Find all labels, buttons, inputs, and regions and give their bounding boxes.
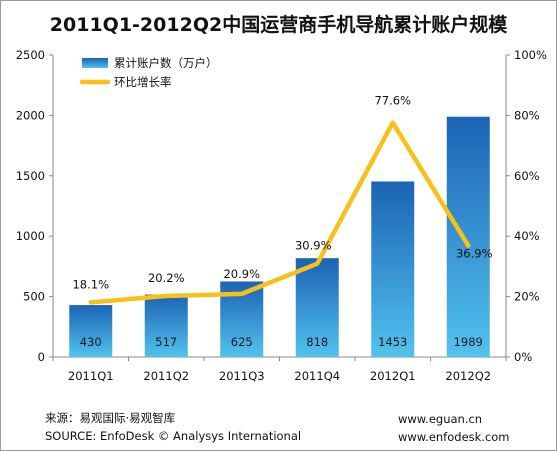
source-en: SOURCE: EnfoDesk © Analysys Internationa…: [45, 429, 302, 443]
url-block: www.eguan.cn www.enfodesk.com: [398, 410, 510, 446]
y-right-tick-label: 20%: [514, 290, 540, 304]
y-left-tick-label: 1000: [16, 229, 45, 243]
line-value-label: 77.6%: [374, 94, 411, 108]
x-tick-label: 2011Q3: [219, 369, 265, 383]
y-left-tick-label: 500: [23, 290, 45, 304]
y-right-tick-label: 40%: [514, 229, 540, 243]
line-value-label: 20.9%: [223, 267, 260, 281]
bar-value-label: 430: [80, 335, 102, 349]
x-tick-label: 2012Q1: [370, 369, 416, 383]
y-right-tick-label: 0%: [514, 350, 532, 364]
y-left-tick-label: 2500: [16, 48, 45, 62]
bar: [446, 116, 490, 358]
bar: [371, 181, 415, 357]
y-left-tick-label: 1500: [16, 169, 45, 183]
bar: [295, 258, 339, 357]
growth-rate-line: [88, 120, 471, 305]
x-tick-label: 2011Q4: [294, 369, 340, 383]
legend-line-label: 环比增长率: [114, 75, 172, 89]
source-cn: 来源：易观国际·易观智库: [45, 411, 176, 425]
bar-value-label: 1989: [454, 335, 483, 349]
line-value-label: 20.2%: [148, 271, 185, 285]
x-tick-label: 2011Q2: [143, 369, 189, 383]
source-block: 来源：易观国际·易观智库 SOURCE: EnfoDesk © Analysys…: [45, 409, 301, 445]
y-right-tick-label: 80%: [514, 108, 540, 122]
x-tick-label: 2012Q2: [445, 369, 491, 383]
bar: [69, 305, 113, 357]
line-value-label: 30.9%: [295, 239, 332, 253]
line-value-label: 36.9%: [456, 247, 493, 261]
y-right-tick-label: 100%: [514, 48, 547, 62]
bar-value-label: 818: [306, 335, 328, 349]
bar-value-label: 625: [231, 335, 253, 349]
url-eguan: www.eguan.cn: [398, 412, 483, 426]
bar: [144, 294, 188, 357]
legend-bar-label: 累计账户数（万户）: [114, 56, 218, 70]
chart-title: 2011Q1-2012Q2中国运营商手机导航累计账户规模: [49, 14, 508, 36]
bar-value-label: 1453: [378, 335, 407, 349]
line-value-label: 18.1%: [72, 277, 109, 291]
legend-bar-swatch: [82, 58, 108, 68]
url-enfodesk: www.enfodesk.com: [398, 430, 510, 444]
y-right-tick-label: 60%: [514, 169, 540, 183]
x-tick-label: 2011Q1: [68, 369, 114, 383]
y-left-tick-label: 2000: [16, 108, 45, 122]
bar-value-label: 517: [155, 335, 177, 349]
y-left-tick-label: 0: [38, 350, 45, 364]
